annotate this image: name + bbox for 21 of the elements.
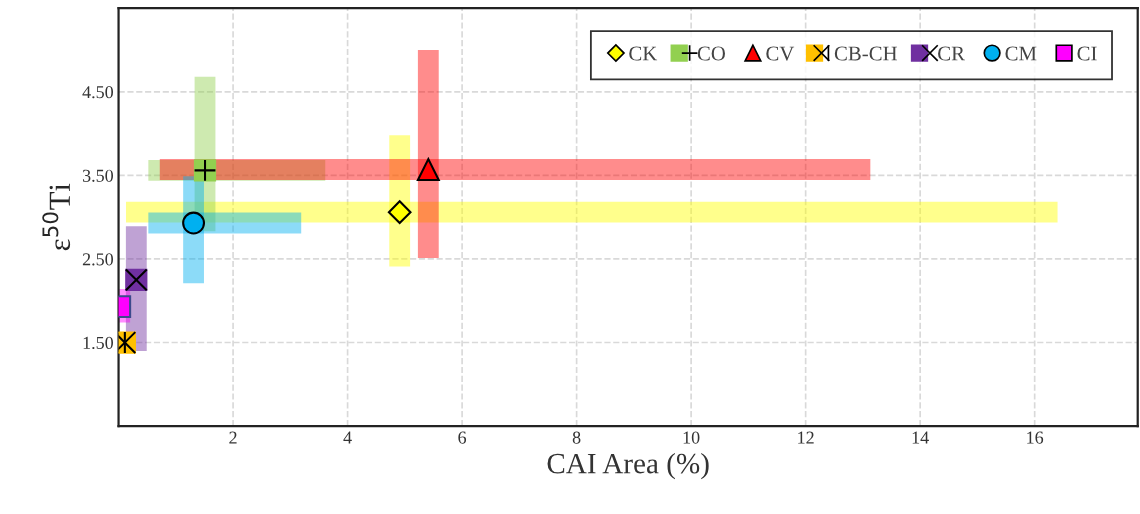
legend-label: CI [1077, 46, 1097, 61]
x-tick-label: 6 [458, 431, 467, 444]
x-tick-label: 14 [912, 431, 929, 444]
x-tick-label: 10 [683, 431, 700, 444]
x-tick-label: 2 [229, 431, 237, 444]
legend-label: CK [629, 46, 658, 61]
y-axis-title: ε$^{50}$Ti [42, 183, 71, 251]
y-tick-label: 3.50 [82, 169, 114, 182]
y-tick-label: 2.50 [82, 253, 114, 266]
legend-label: CB-CH [834, 46, 898, 61]
x-tick-label: 12 [798, 431, 814, 444]
x-axis-title: CAI Area (%) [547, 452, 709, 480]
legend-label: CV [766, 46, 795, 61]
x-tick-label: 16 [1027, 431, 1044, 444]
y-tick-label: 1.50 [83, 336, 114, 350]
legend-label: CM [1005, 46, 1037, 61]
x-tick-label: 8 [572, 431, 581, 444]
x-tick-label: 4 [343, 431, 352, 444]
y-tick-label: 4.50 [82, 86, 114, 99]
legend-label: CR [938, 46, 965, 61]
legend-label: CO [697, 46, 725, 61]
